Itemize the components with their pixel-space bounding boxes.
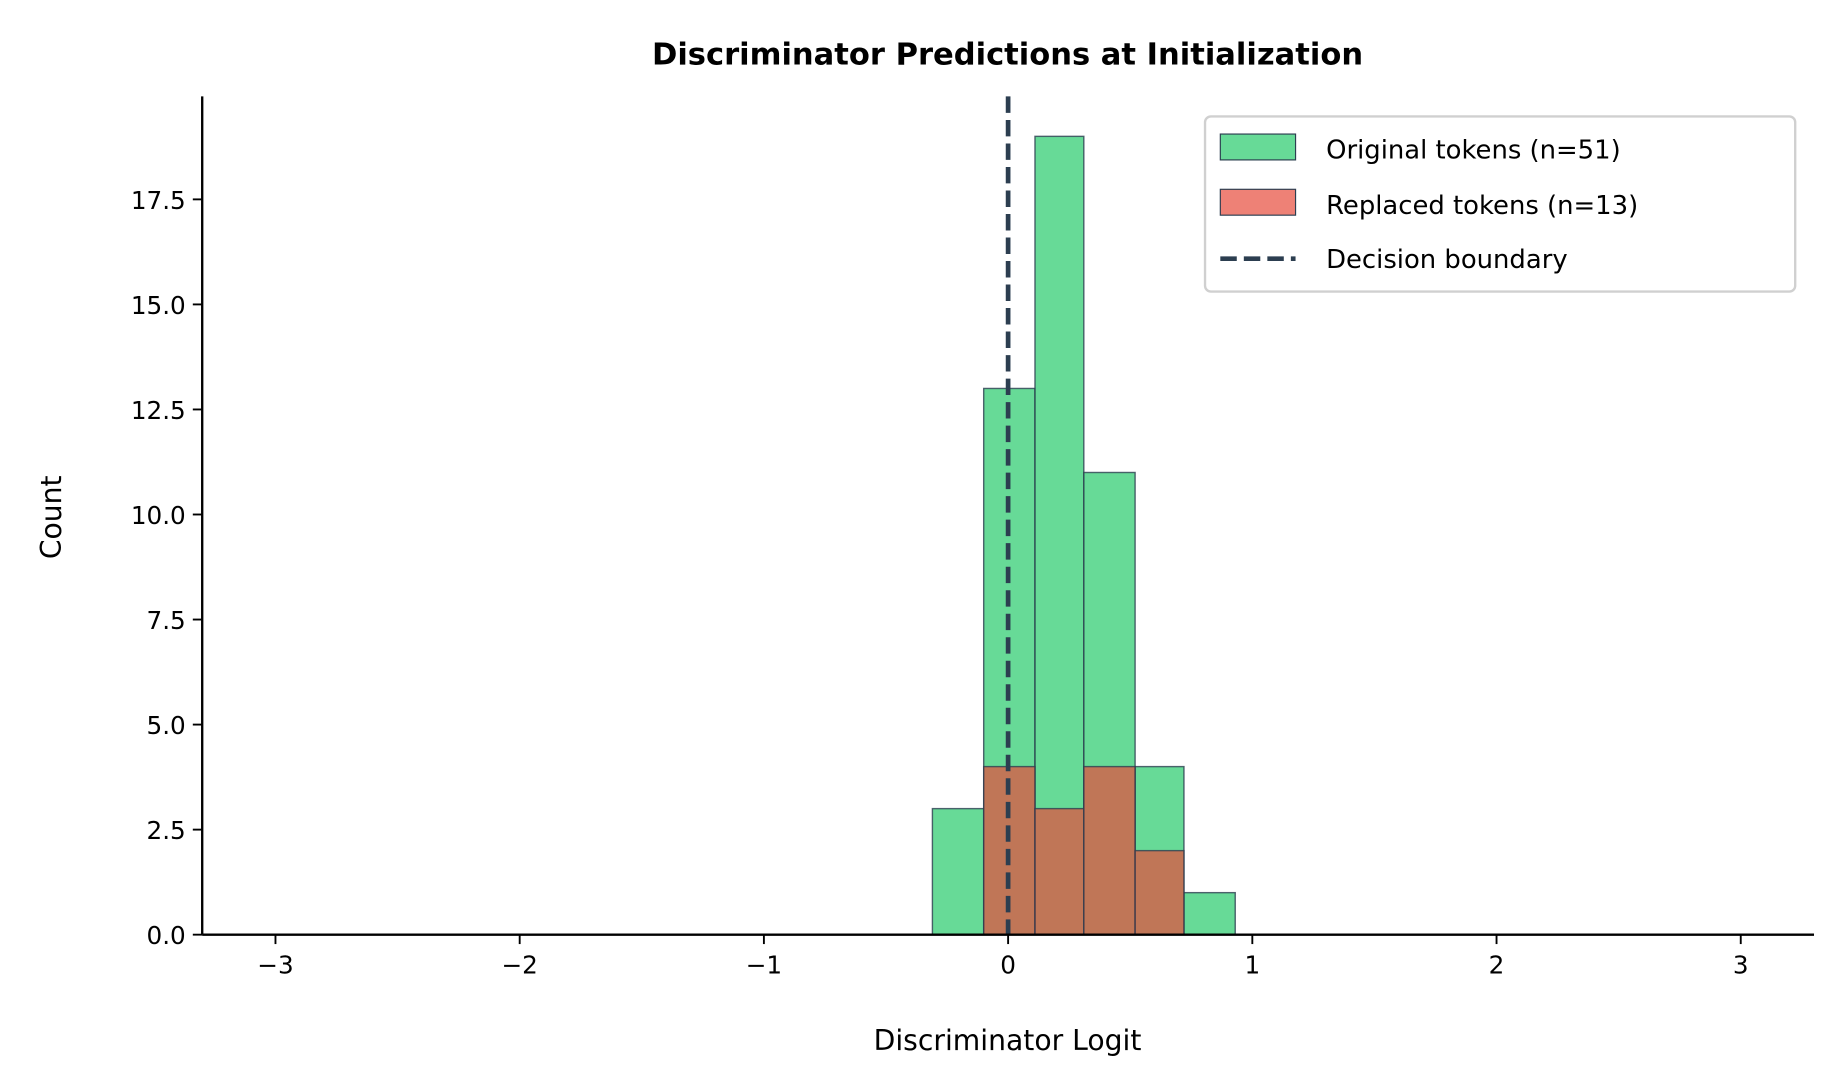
x-tick-label: 0 [1000, 950, 1016, 979]
chart-title: Discriminator Predictions at Initializat… [652, 38, 1363, 73]
axes: −3 −2 −1 0 1 2 3 0.0 2.5 5.0 7.5 10.0 12.5 15.0 17.5 [131, 96, 1815, 979]
y-tick-label: 12.5 [131, 396, 186, 425]
x-tick-label: 2 [1489, 950, 1505, 979]
y-tick-label: 0.0 [147, 921, 186, 950]
y-tick-label: 10.0 [131, 501, 186, 530]
x-tick-label: −3 [257, 950, 293, 979]
y-tick-label: 15.0 [131, 291, 186, 320]
x-tick-label: 1 [1244, 950, 1260, 979]
y-tick-label: 2.5 [147, 816, 186, 845]
legend-label-original: Original tokens (n=51) [1326, 136, 1621, 166]
y-tick-label: 17.5 [131, 186, 186, 215]
bar-replaced-4 [1134, 849, 1185, 936]
bar-original-0 [931, 807, 985, 936]
x-tick-label: −1 [746, 950, 782, 979]
bar-original-5 [1183, 891, 1236, 936]
legend-label-boundary: Decision boundary [1326, 245, 1568, 275]
legend-swatch-replaced [1219, 188, 1297, 216]
bar-original-2 [1034, 135, 1085, 936]
x-tick-label: −2 [501, 950, 537, 979]
x-tick-label: 3 [1733, 950, 1749, 979]
bar-replaced-3 [1083, 765, 1136, 936]
legend-frame [1203, 115, 1797, 293]
y-tick-label: 7.5 [147, 606, 186, 635]
legend: Original tokens (n=51) Replaced tokens (… [1203, 115, 1797, 293]
x-axis-label: Discriminator Logit [874, 1024, 1142, 1057]
bars [931, 135, 1236, 936]
y-tick-label: 5.0 [147, 711, 186, 740]
bar-replaced-2 [1034, 807, 1085, 936]
legend-label-replaced: Replaced tokens (n=13) [1326, 191, 1638, 221]
legend-swatch-original [1219, 133, 1297, 161]
y-axis-label: Count [35, 475, 68, 559]
